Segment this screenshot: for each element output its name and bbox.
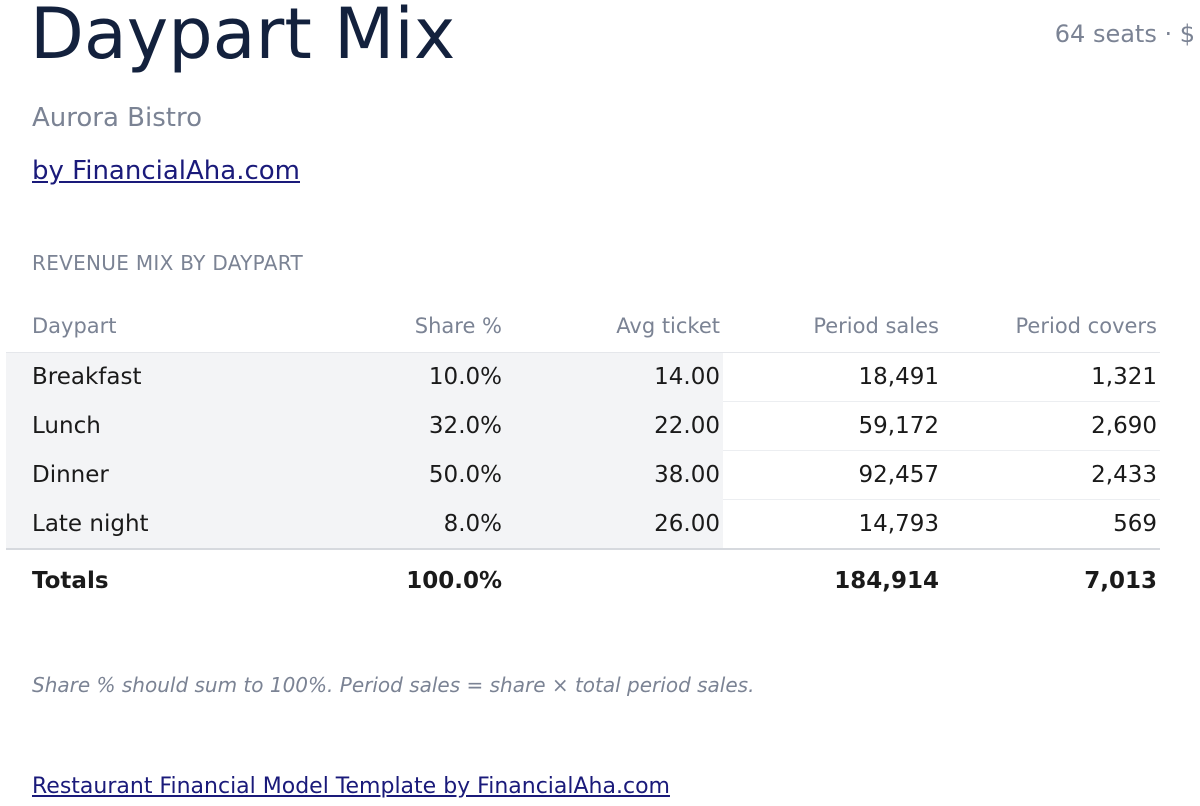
table-row: Late night 8.0% 26.00 14,793 569 xyxy=(6,499,1160,550)
header-row: Daypart Share % Avg ticket Period sales Peri… xyxy=(6,300,1160,353)
table-cell: 26.00 xyxy=(505,499,723,550)
column-header: Daypart xyxy=(6,300,284,353)
table-cell: 50.0% xyxy=(284,450,505,500)
byline-link[interactable]: by FinancialAha.com xyxy=(32,156,300,186)
table-cell: 14,793 xyxy=(723,499,942,550)
column-header: Share % xyxy=(284,300,505,353)
totals-row: Totals 100.0% 184,914 7,013 xyxy=(6,549,1160,612)
table-cell: 10.0% xyxy=(284,352,505,402)
table-cell: Lunch xyxy=(6,401,284,451)
table-row: Lunch 32.0% 22.00 59,172 2,690 xyxy=(6,401,1160,451)
mix-table: Daypart Share % Avg ticket Period sales Peri… xyxy=(6,300,1160,612)
table-cell: 2,433 xyxy=(942,450,1160,500)
table-cell: 38.00 xyxy=(505,450,723,500)
table-cell: Late night xyxy=(6,499,284,550)
section-label: REVENUE MIX BY DAYPART xyxy=(32,251,303,275)
totals-share: 100.0% xyxy=(406,568,502,594)
table-row: Dinner 50.0% 38.00 92,457 2,433 xyxy=(6,450,1160,500)
table-cell: 32.0% xyxy=(284,401,505,451)
table-cell: 92,457 xyxy=(723,450,942,500)
subtitle: Aurora Bistro xyxy=(32,103,203,133)
table-cell: Breakfast xyxy=(6,352,284,402)
note: Share % should sum to 100%. Period sales… xyxy=(32,673,755,697)
totals-covers: 7,013 xyxy=(1084,568,1157,594)
table-cell: 22.00 xyxy=(505,401,723,451)
table-cell: 8.0% xyxy=(284,499,505,550)
column-header: Avg ticket xyxy=(505,300,723,353)
page-title: Daypart Mix xyxy=(30,0,456,75)
footer-link[interactable]: Restaurant Financial Model Template by F… xyxy=(32,774,670,799)
column-header: Period sales xyxy=(723,300,942,353)
column-header: Period covers xyxy=(942,300,1160,353)
empty-cell xyxy=(505,549,723,612)
table-cell: 59,172 xyxy=(723,401,942,451)
table-cell: 14.00 xyxy=(505,352,723,402)
table-cell: 18,491 xyxy=(723,352,942,402)
totals-sales: 184,914 xyxy=(834,568,939,594)
table-cell: 1,321 xyxy=(942,352,1160,402)
table-row: Breakfast 10.0% 14.00 18,491 1,321 xyxy=(6,352,1160,402)
totals-label: Totals xyxy=(32,568,109,594)
table-cell: 2,690 xyxy=(942,401,1160,451)
meta-info: 64 seats · $ xyxy=(1054,20,1195,48)
table-cell: 569 xyxy=(942,499,1160,550)
table-cell: Dinner xyxy=(6,450,284,500)
